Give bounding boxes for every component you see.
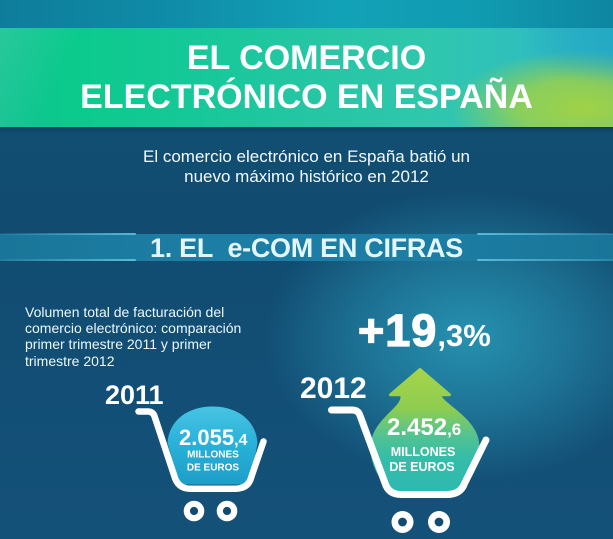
svg-text:DE EUROS: DE EUROS [187, 463, 240, 474]
svg-text:MILLONES: MILLONES [187, 450, 239, 461]
svg-text:MILLONES: MILLONES [391, 445, 456, 459]
svg-text:DE EUROS: DE EUROS [389, 460, 454, 474]
